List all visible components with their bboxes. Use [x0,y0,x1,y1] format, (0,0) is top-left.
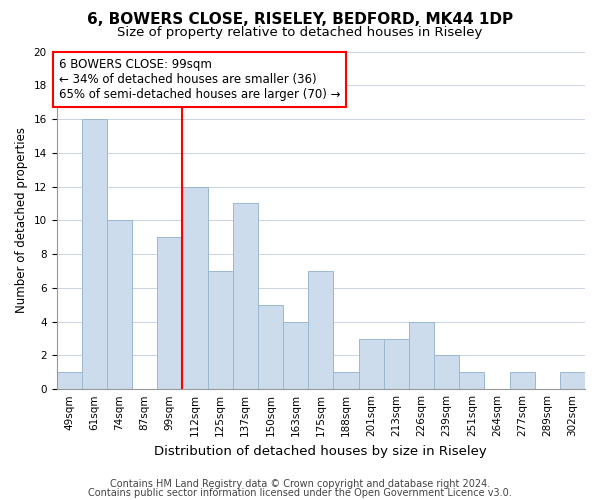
Bar [107,220,132,389]
Bar [208,271,233,389]
Text: Size of property relative to detached houses in Riseley: Size of property relative to detached ho… [118,26,482,39]
Bar [560,372,585,389]
Bar [334,372,359,389]
Text: Contains public sector information licensed under the Open Government Licence v3: Contains public sector information licen… [88,488,512,498]
X-axis label: Distribution of detached houses by size in Riseley: Distribution of detached houses by size … [154,444,487,458]
Bar [308,271,334,389]
Bar [359,338,383,389]
Bar [182,186,208,389]
Bar [258,305,283,389]
Text: Contains HM Land Registry data © Crown copyright and database right 2024.: Contains HM Land Registry data © Crown c… [110,479,490,489]
Y-axis label: Number of detached properties: Number of detached properties [15,128,28,314]
Bar [509,372,535,389]
Bar [56,372,82,389]
Text: 6 BOWERS CLOSE: 99sqm
← 34% of detached houses are smaller (36)
65% of semi-deta: 6 BOWERS CLOSE: 99sqm ← 34% of detached … [59,58,340,102]
Bar [157,237,182,389]
Bar [459,372,484,389]
Bar [409,322,434,389]
Bar [82,119,107,389]
Text: 6, BOWERS CLOSE, RISELEY, BEDFORD, MK44 1DP: 6, BOWERS CLOSE, RISELEY, BEDFORD, MK44 … [87,12,513,28]
Bar [233,204,258,389]
Bar [283,322,308,389]
Bar [434,356,459,389]
Bar [383,338,409,389]
